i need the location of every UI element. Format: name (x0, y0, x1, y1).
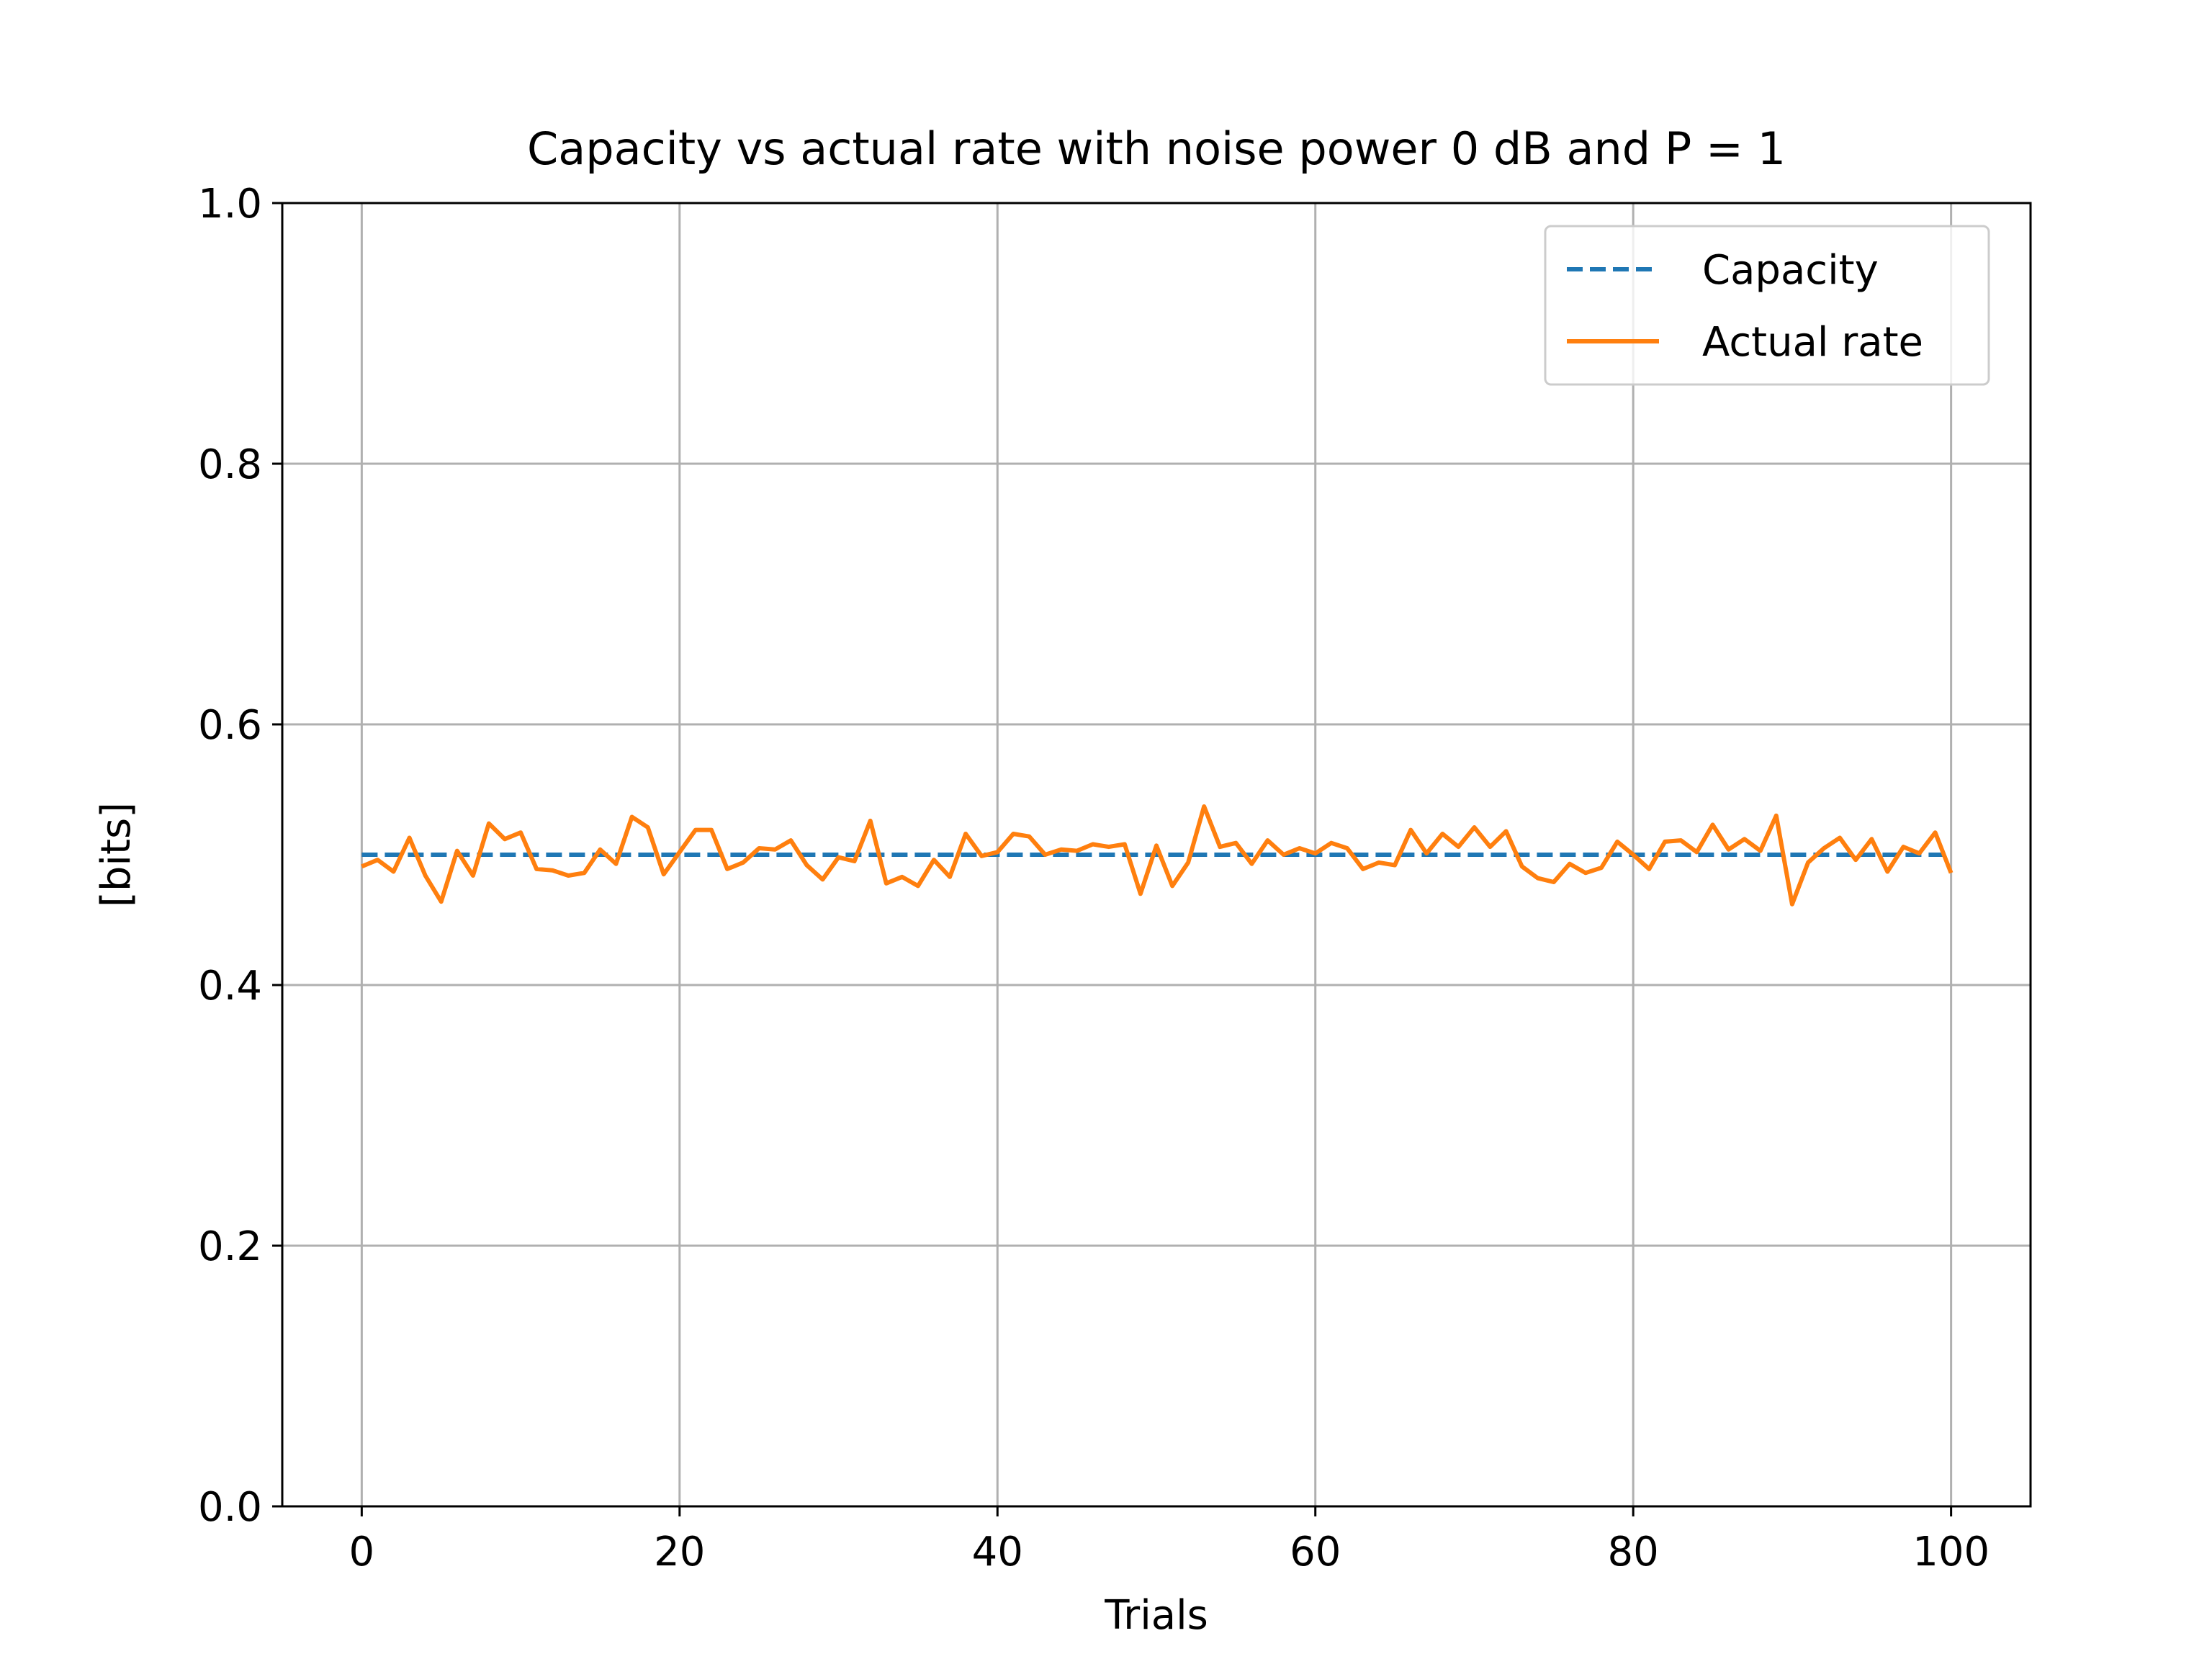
y-tick-label: 1.0 (198, 181, 262, 228)
x-tick-label: 80 (1608, 1529, 1659, 1575)
legend: Capacity Actual rate (1544, 225, 1990, 386)
axis-ticks: 0 20 40 60 80 100 0.0 0.2 0.4 0.6 0.8 1.0 (198, 181, 1990, 1575)
y-tick-label: 0.2 (198, 1223, 262, 1270)
series-line-actual-rate (361, 804, 1954, 907)
x-tick-label: 20 (654, 1529, 705, 1575)
plot-frame (281, 202, 2032, 1508)
plot-series (361, 804, 1954, 907)
y-axis-label: [bits] (93, 802, 140, 907)
x-tick-label: 40 (972, 1529, 1023, 1575)
x-tick-label: 60 (1290, 1529, 1341, 1575)
y-tick-label: 0.0 (198, 1484, 262, 1531)
y-tick-label: 0.4 (198, 963, 262, 1010)
chart-title: Capacity vs actual rate with noise power… (527, 122, 1786, 175)
x-tick-label: 100 (1912, 1529, 1990, 1575)
legend-box (1544, 225, 1990, 386)
legend-label-capacity: Capacity (1702, 247, 1879, 294)
y-tick-label: 0.6 (198, 702, 262, 749)
x-axis-label: Trials (1104, 1592, 1208, 1639)
x-tick-label: 0 (349, 1529, 375, 1575)
y-tick-label: 0.8 (198, 441, 262, 488)
legend-label-actual-rate: Actual rate (1702, 319, 1923, 366)
